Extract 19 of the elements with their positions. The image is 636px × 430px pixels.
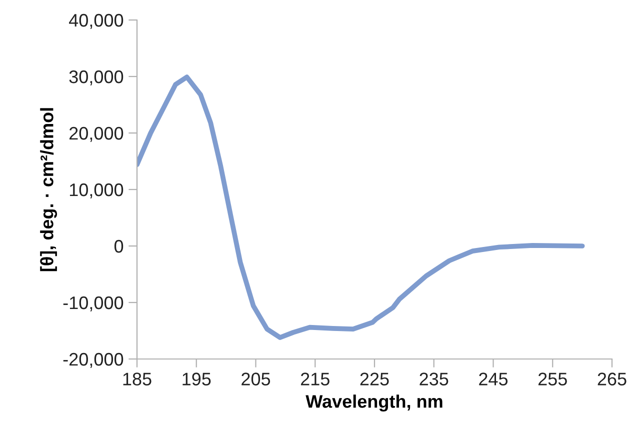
y-axis-title: [θ], deg. · cm²/dmol: [40, 108, 58, 272]
x-tick-label: 195: [182, 372, 211, 386]
x-tick-label: 245: [479, 372, 508, 386]
y-tick-label: 0: [114, 240, 124, 253]
y-tick-label: -20,000: [63, 352, 124, 368]
x-tick-label: 235: [420, 372, 448, 386]
y-tick-label: -10,000: [63, 296, 124, 312]
y-tick-label: 30,000: [69, 70, 124, 86]
y-tick-label: 40,000: [69, 14, 124, 29]
x-tick-label: 205: [242, 372, 270, 386]
x-tick-label: 225: [360, 372, 389, 386]
x-tick-label: 265: [598, 372, 626, 386]
x-axis-title: Wavelength, nm: [306, 394, 442, 412]
y-tick-label: 10,000: [70, 183, 124, 198]
x-tick-label: 185: [123, 372, 152, 386]
line-series: [137, 74, 585, 340]
y-tick-label: 20,000: [69, 126, 124, 142]
x-tick-label: 215: [300, 372, 330, 386]
x-tick-label: 255: [538, 372, 567, 386]
